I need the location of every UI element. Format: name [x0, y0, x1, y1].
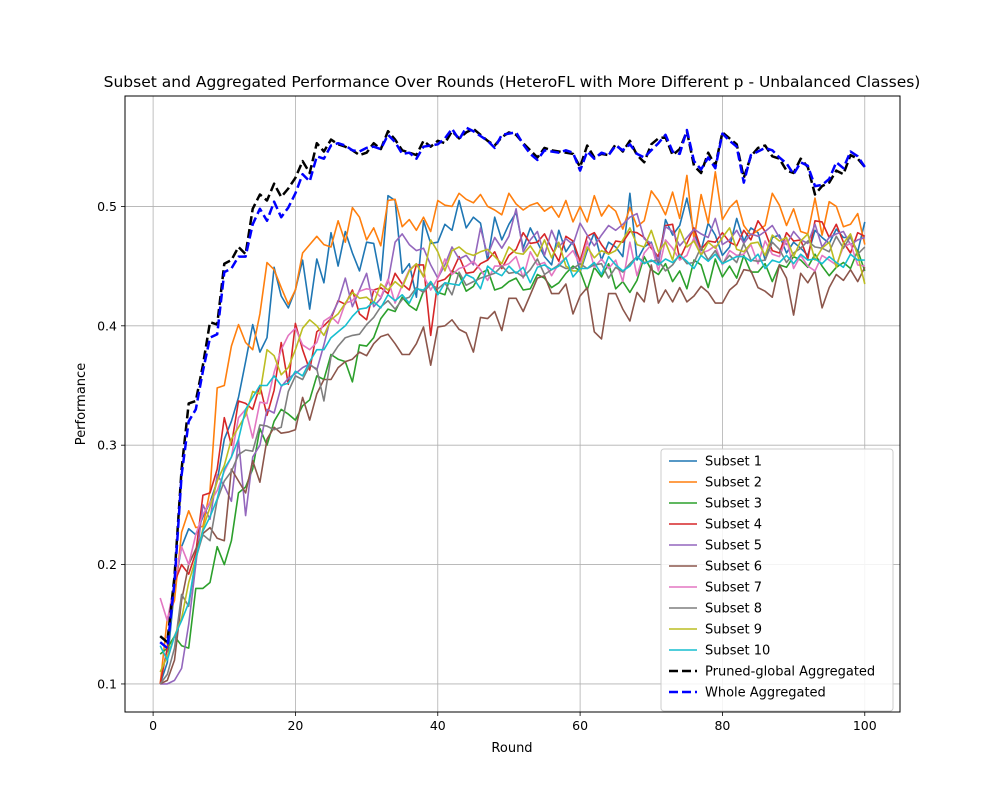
legend-label: Subset 7: [705, 581, 762, 596]
x-tick-label: 20: [287, 718, 303, 733]
series-line-11: [159, 127, 866, 644]
legend-label: Subset 2: [705, 476, 762, 491]
x-tick-label: 0: [149, 718, 157, 733]
chart-title: Subset and Aggregated Performance Over R…: [104, 73, 921, 91]
legend-label: Subset 5: [705, 539, 762, 554]
series-line-2: [159, 171, 866, 684]
series-line-9: [159, 227, 866, 673]
legend-box: [660, 448, 894, 712]
series-lines: [159, 126, 866, 685]
x-tick-label: 60: [572, 718, 588, 733]
x-tick-label: 40: [430, 718, 446, 733]
legend-label: Subset 1: [705, 455, 762, 470]
series-line-10: [159, 253, 865, 661]
series-line-3: [159, 249, 866, 655]
legend-label: Whole Aggregated: [705, 686, 826, 701]
legend-label: Subset 4: [705, 518, 762, 533]
legend-label: Subset 10: [705, 644, 770, 659]
y-tick-label: 0.2: [97, 557, 117, 572]
legend-label: Subset 6: [705, 560, 762, 575]
x-axis: 0 20 40 60 80 100: [149, 712, 877, 733]
legend-label: Subset 8: [705, 602, 762, 617]
series-line-5: [160, 208, 866, 685]
x-tick-label: 100: [853, 718, 877, 733]
legend: Subset 1 Subset 2 Subset 3 Subset 4 Subset 5…: [660, 448, 894, 712]
y-axis-label: Performance: [74, 363, 89, 445]
legend-label: Subset 3: [705, 497, 762, 512]
x-tick-label: 80: [714, 718, 730, 733]
y-axis: 0.1 0.2 0.3 0.4 0.5: [97, 199, 125, 691]
x-axis-label: Round: [491, 741, 532, 756]
legend-label: Pruned-global Aggregated: [705, 665, 875, 680]
y-tick-label: 0.5: [97, 199, 117, 214]
series-line-12: [159, 126, 866, 650]
legend-label: Subset 9: [705, 623, 762, 638]
plot-area: [124, 95, 901, 713]
series-line-8: [159, 235, 866, 685]
y-tick-label: 0.4: [97, 318, 117, 333]
series-line-7: [159, 236, 865, 622]
y-tick-label: 0.3: [97, 438, 117, 453]
y-tick-label: 0.1: [97, 676, 117, 691]
series-line-6: [159, 264, 866, 685]
